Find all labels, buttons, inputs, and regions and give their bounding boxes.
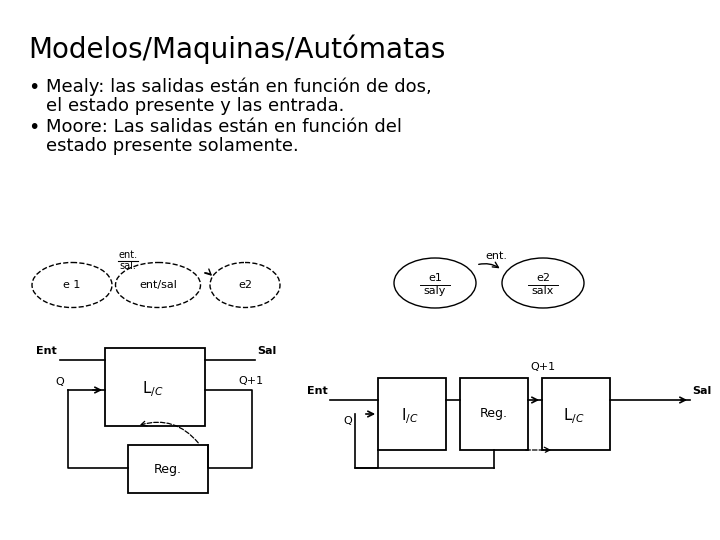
Text: el estado presente y las entrada.: el estado presente y las entrada.	[46, 97, 344, 115]
Bar	[542, 378, 610, 450]
Text: Reg.: Reg.	[154, 462, 182, 476]
Text: e 1: e 1	[63, 280, 81, 290]
Bar	[128, 445, 208, 493]
Text: Q: Q	[343, 416, 352, 426]
Text: •: •	[28, 78, 40, 97]
Bar	[105, 348, 205, 426]
Text: $\mathregular{I}_{/C}$: $\mathregular{I}_{/C}$	[401, 406, 419, 426]
Text: Moore: Las salidas están en función del: Moore: Las salidas están en función del	[46, 118, 402, 136]
Text: ent.: ent.	[118, 250, 138, 260]
Text: Sal: Sal	[692, 386, 711, 396]
Text: Ent: Ent	[36, 346, 57, 356]
Text: $\mathregular{L}_{/C}$: $\mathregular{L}_{/C}$	[563, 406, 585, 426]
Text: ent.: ent.	[485, 251, 507, 261]
Text: $\mathregular{L}_{/C}$: $\mathregular{L}_{/C}$	[142, 379, 164, 399]
Text: sal.: sal.	[120, 261, 136, 271]
Text: •: •	[28, 118, 40, 137]
Text: e2: e2	[536, 273, 550, 283]
Text: e1: e1	[428, 273, 442, 283]
Text: Ent: Ent	[307, 386, 328, 396]
Text: salx: salx	[532, 286, 554, 296]
Text: Reg.: Reg.	[480, 408, 508, 421]
Text: Q: Q	[55, 377, 64, 387]
Text: ent/sal: ent/sal	[139, 280, 177, 290]
Text: Modelos/Maquinas/Autómatas: Modelos/Maquinas/Autómatas	[28, 35, 446, 64]
Text: Sal: Sal	[257, 346, 276, 356]
Bar	[460, 378, 528, 450]
Text: saly: saly	[424, 286, 446, 296]
Text: Q+1: Q+1	[531, 362, 556, 372]
Text: Q+1: Q+1	[238, 376, 263, 386]
Text: e2: e2	[238, 280, 252, 290]
Text: estado presente solamente.: estado presente solamente.	[46, 137, 299, 155]
Bar	[378, 378, 446, 450]
Text: Mealy: las salidas están en función de dos,: Mealy: las salidas están en función de d…	[46, 78, 432, 97]
